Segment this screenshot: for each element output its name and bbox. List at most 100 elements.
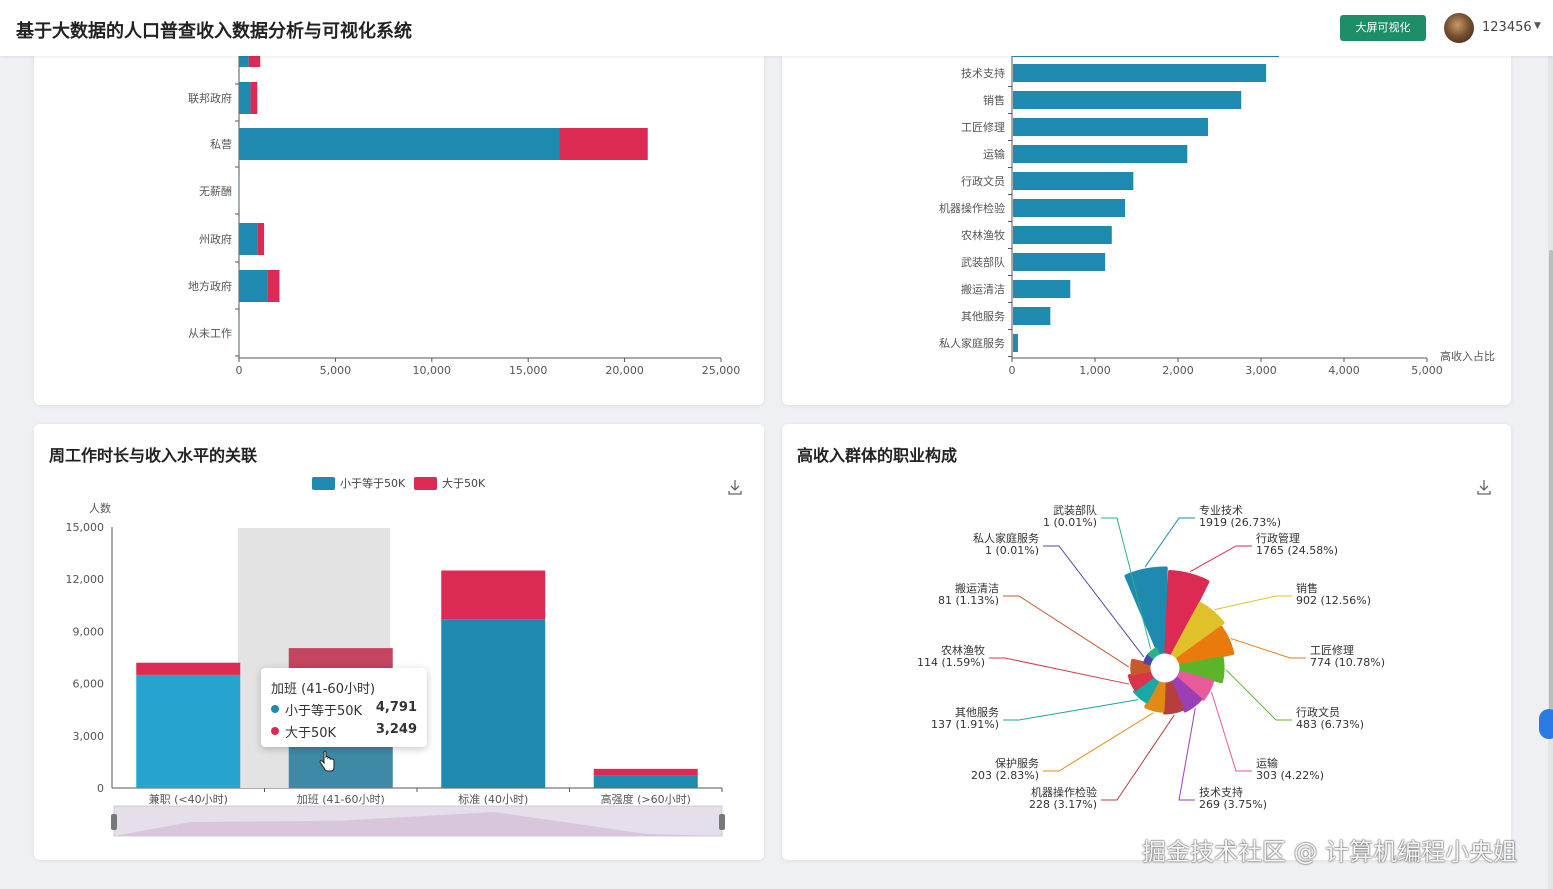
x-tick-label: 3,000 bbox=[1245, 364, 1277, 377]
slice-name-label: 技术支持 bbox=[1199, 785, 1243, 799]
tooltip-row: 大于50K 3,249 bbox=[271, 722, 417, 741]
slice-value-label: 114 (1.59%) bbox=[917, 656, 985, 669]
y-tick-label: 15,000 bbox=[66, 521, 105, 534]
slice-value-label: 774 (10.78%) bbox=[1310, 656, 1385, 669]
category-label: 机器操作检验 bbox=[939, 201, 1005, 215]
bar bbox=[1013, 280, 1071, 298]
leader-line bbox=[989, 657, 1130, 685]
category-label: 农林渔牧 bbox=[961, 228, 1005, 242]
slice-name-label: 行政文员 bbox=[1296, 705, 1340, 719]
category-label: 行政文员 bbox=[961, 174, 1005, 188]
x-tick-label: 兼职 (<40小时) bbox=[149, 793, 228, 806]
x-tick-label: 标准 (40小时) bbox=[458, 792, 528, 806]
x-tick-label: 10,000 bbox=[413, 364, 452, 377]
category-label: 地方政府 bbox=[188, 279, 232, 293]
pointer-cursor-icon bbox=[319, 750, 335, 772]
floating-side-handle[interactable] bbox=[1539, 709, 1553, 739]
slice-value-label: 228 (3.17%) bbox=[1029, 798, 1097, 811]
download-icon-glyph bbox=[728, 480, 742, 495]
avatar[interactable] bbox=[1444, 13, 1474, 43]
x-tick-label: 0 bbox=[1009, 364, 1016, 377]
user-name[interactable]: 123456 bbox=[1482, 20, 1532, 35]
y-tick-label: 6,000 bbox=[73, 678, 105, 691]
occupation-ratio-chart: 私人家庭服务 其他服务 搬运清洁 武装部队 农林渔牧 机器操作检验 行政文员 运输 工匠修理 销售… bbox=[939, 55, 1495, 377]
leader-line bbox=[1211, 691, 1252, 772]
slice-name-label: 销售 bbox=[1296, 581, 1318, 595]
bar-series-2 bbox=[267, 270, 280, 302]
category-label: 联邦政府 bbox=[188, 91, 232, 105]
chevron-down-icon[interactable]: ▼ bbox=[1534, 21, 1541, 31]
slice-value-label: 303 (4.22%) bbox=[1256, 769, 1324, 782]
leader-line bbox=[1178, 708, 1196, 801]
leader-line bbox=[1003, 595, 1130, 668]
data-zoom-handle-left bbox=[111, 814, 117, 830]
bar bbox=[1013, 118, 1209, 136]
bar-series-1 bbox=[593, 775, 698, 788]
bar-series-2 bbox=[257, 223, 265, 255]
y-tick-label: 3,000 bbox=[73, 730, 105, 743]
pie-slice bbox=[1147, 647, 1160, 659]
bar-series-1 bbox=[239, 270, 268, 302]
app-title: 基于大数据的人口普查收入数据分析与可视化系统 bbox=[16, 21, 412, 42]
tooltip-label: 大于50K bbox=[285, 726, 337, 741]
bar-series-2 bbox=[250, 82, 258, 114]
occupation-pie-card: 高收入群体的职业构成 专业技术 1919 (26.73%) 行政管理 1765 (24… bbox=[782, 424, 1511, 860]
slice-value-label: 1 (0.01%) bbox=[1043, 516, 1097, 529]
leader-line bbox=[1101, 714, 1175, 801]
x-tick-label: 5,000 bbox=[1411, 364, 1443, 377]
axis-label: 人数 bbox=[89, 502, 111, 515]
pie-slice bbox=[1164, 570, 1210, 656]
legend-swatch bbox=[414, 477, 437, 490]
slice-name-label: 专业技术 bbox=[1199, 503, 1243, 517]
category-label: 其他服务 bbox=[961, 310, 1005, 323]
bar bbox=[1013, 64, 1267, 82]
pie-slice bbox=[1144, 680, 1166, 713]
leader-line bbox=[1225, 669, 1292, 721]
legend-swatch bbox=[312, 477, 335, 490]
legend-label: 大于50K bbox=[442, 476, 486, 490]
bar bbox=[1013, 226, 1112, 244]
tooltip-label: 小于等于50K bbox=[285, 704, 363, 719]
chart-tooltip: 加班 (41-60小时) 小于等于50K 4,791 大于50K 3,249 bbox=[261, 668, 427, 747]
slice-value-label: 1765 (24.58%) bbox=[1256, 544, 1338, 557]
slice-name-label: 行政管理 bbox=[1256, 531, 1300, 545]
x-tick-label: 4,000 bbox=[1328, 364, 1360, 377]
pie-slice bbox=[1171, 601, 1225, 660]
watermark: 掘金技术社区 @ 计算机编程小央姐 bbox=[1142, 838, 1518, 866]
bar-series-1 bbox=[441, 619, 546, 788]
bar bbox=[1013, 334, 1018, 352]
bar-series-1 bbox=[136, 674, 241, 788]
pie-slice bbox=[1179, 656, 1225, 684]
slice-name-label: 保护服务 bbox=[995, 756, 1039, 770]
slice-value-label: 483 (6.73%) bbox=[1296, 718, 1364, 731]
slice-value-label: 902 (12.56%) bbox=[1296, 594, 1371, 607]
data-zoom-handle-right bbox=[719, 814, 725, 830]
leader-line bbox=[1101, 517, 1152, 649]
slice-name-label: 农林渔牧 bbox=[941, 643, 985, 657]
x-tick-label: 加班 (41-60小时) bbox=[297, 793, 385, 806]
slice-name-label: 武装部队 bbox=[1053, 503, 1097, 517]
series-dot bbox=[271, 705, 279, 713]
category-label: 私营 bbox=[210, 137, 232, 151]
x-tick-label: 25,000 bbox=[702, 364, 741, 377]
big-screen-button[interactable]: 大屏可视化 bbox=[1340, 15, 1426, 41]
bar bbox=[1013, 307, 1051, 325]
tooltip-value: 4,791 bbox=[375, 700, 417, 715]
category-label: 技术支持 bbox=[961, 66, 1005, 80]
x-tick-label: 2,000 bbox=[1162, 364, 1194, 377]
pie-slice bbox=[1162, 681, 1185, 715]
bar-series-2 bbox=[559, 128, 648, 160]
pie-slice bbox=[1133, 676, 1159, 704]
category-label: 搬运清洁 bbox=[961, 282, 1005, 296]
leader-line bbox=[1230, 638, 1306, 659]
leader-line bbox=[1003, 699, 1139, 721]
leader-line bbox=[1043, 712, 1154, 772]
download-icon bbox=[728, 480, 742, 495]
pie-slice bbox=[1124, 566, 1168, 655]
slice-name-label: 搬运清洁 bbox=[955, 581, 999, 595]
bar-series-1 bbox=[239, 128, 560, 160]
y-tick-label: 9,000 bbox=[73, 625, 105, 638]
scrollbar-thumb[interactable] bbox=[1549, 250, 1553, 730]
bar bbox=[1013, 253, 1106, 271]
slice-value-label: 1919 (26.73%) bbox=[1199, 516, 1281, 529]
